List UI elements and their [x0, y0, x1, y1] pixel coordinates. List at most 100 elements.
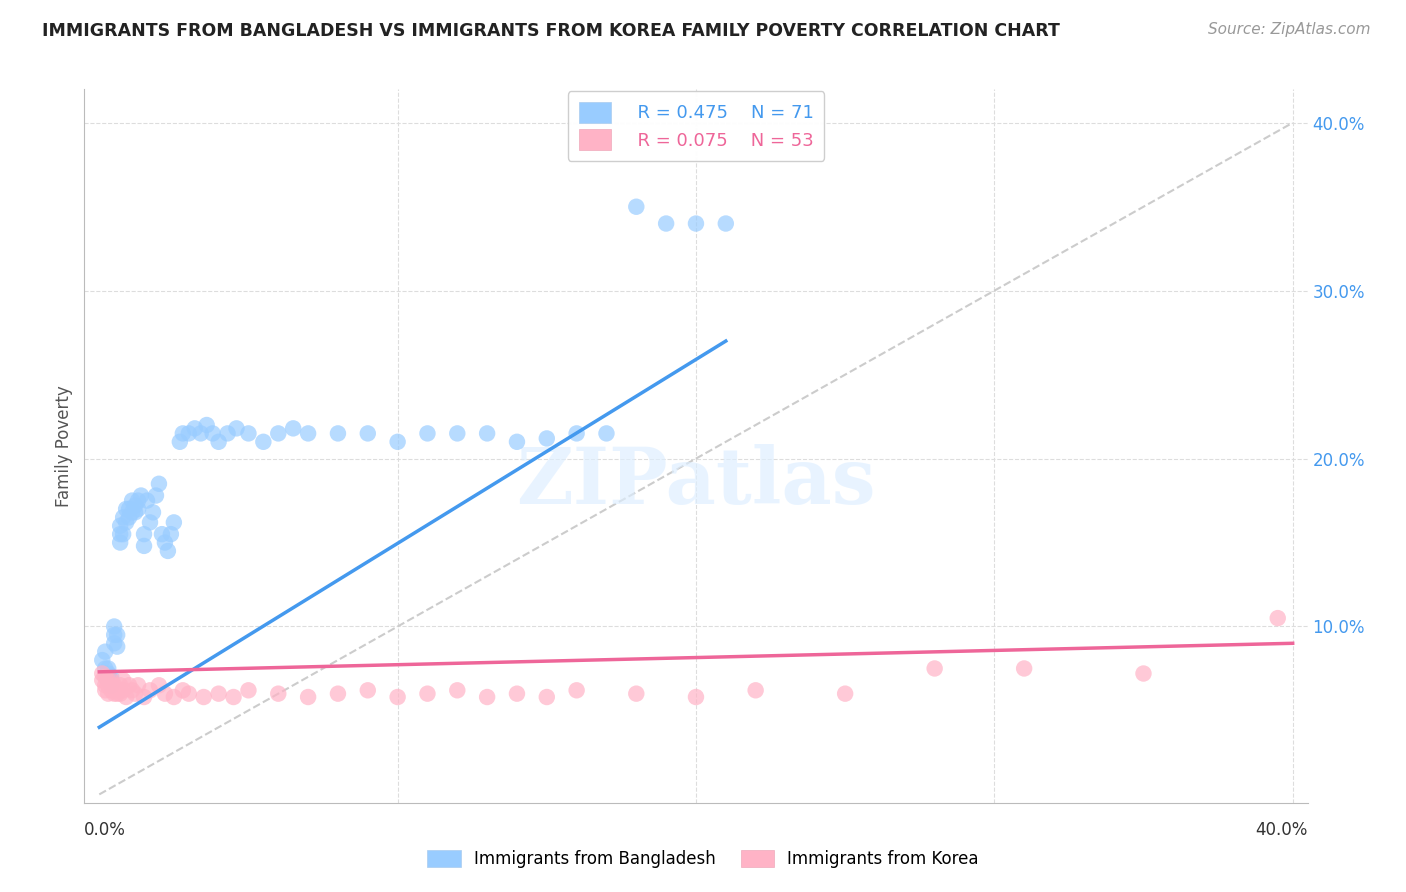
- Point: [139, 516, 162, 530]
- Point: [1132, 666, 1154, 681]
- Point: [127, 502, 149, 516]
- Point: [127, 678, 149, 692]
- Text: 40.0%: 40.0%: [1256, 821, 1308, 838]
- Point: [148, 678, 170, 692]
- Point: [195, 417, 218, 432]
- Point: [124, 505, 146, 519]
- Point: [416, 687, 439, 701]
- Point: [193, 690, 215, 704]
- Point: [118, 510, 141, 524]
- Point: [536, 690, 558, 704]
- Point: [100, 673, 122, 688]
- Point: [536, 432, 558, 446]
- Point: [153, 687, 176, 701]
- Point: [163, 516, 186, 530]
- Point: [145, 489, 167, 503]
- Point: [132, 690, 155, 704]
- Point: [129, 489, 152, 503]
- Point: [172, 426, 194, 441]
- Point: [744, 683, 766, 698]
- Point: [103, 628, 125, 642]
- Point: [217, 426, 239, 441]
- Point: [169, 434, 191, 449]
- Text: ZIPatlas: ZIPatlas: [516, 443, 876, 520]
- Point: [283, 421, 305, 435]
- Point: [201, 426, 224, 441]
- Point: [297, 690, 319, 704]
- Point: [105, 683, 128, 698]
- Point: [207, 434, 229, 449]
- Point: [108, 535, 131, 549]
- Point: [238, 683, 260, 698]
- Point: [1012, 661, 1035, 675]
- Point: [446, 683, 468, 698]
- Point: [475, 426, 498, 441]
- Point: [416, 426, 439, 441]
- Point: [124, 499, 146, 513]
- Point: [387, 434, 409, 449]
- Point: [139, 683, 162, 698]
- Point: [100, 670, 122, 684]
- Point: [97, 661, 120, 675]
- Point: [91, 653, 114, 667]
- Point: [207, 687, 229, 701]
- Point: [97, 673, 120, 688]
- Legend: Immigrants from Bangladesh, Immigrants from Korea: Immigrants from Bangladesh, Immigrants f…: [420, 843, 986, 875]
- Point: [94, 645, 117, 659]
- Point: [97, 673, 120, 688]
- Point: [94, 683, 117, 698]
- Point: [177, 687, 200, 701]
- Point: [121, 683, 143, 698]
- Point: [190, 426, 212, 441]
- Point: [834, 687, 856, 701]
- Point: [94, 670, 117, 684]
- Point: [105, 687, 128, 701]
- Point: [142, 505, 165, 519]
- Point: [103, 687, 125, 701]
- Point: [108, 687, 131, 701]
- Point: [595, 426, 617, 441]
- Point: [626, 687, 648, 701]
- Point: [103, 619, 125, 633]
- Point: [387, 690, 409, 704]
- Point: [100, 678, 122, 692]
- Point: [150, 527, 173, 541]
- Point: [326, 687, 349, 701]
- Point: [184, 421, 207, 435]
- Point: [238, 426, 260, 441]
- Point: [108, 518, 131, 533]
- Point: [267, 426, 290, 441]
- Point: [121, 493, 143, 508]
- Point: [94, 661, 117, 675]
- Point: [103, 678, 125, 692]
- Point: [103, 636, 125, 650]
- Point: [132, 527, 155, 541]
- Point: [655, 217, 678, 231]
- Point: [685, 690, 707, 704]
- Point: [160, 527, 183, 541]
- Point: [136, 493, 159, 508]
- Point: [225, 421, 247, 435]
- Point: [132, 539, 155, 553]
- Point: [118, 678, 141, 692]
- Point: [156, 544, 179, 558]
- Point: [112, 673, 135, 688]
- Point: [105, 640, 128, 654]
- Point: [267, 687, 290, 701]
- Point: [112, 527, 135, 541]
- Y-axis label: Family Poverty: Family Poverty: [55, 385, 73, 507]
- Point: [118, 502, 141, 516]
- Point: [565, 683, 588, 698]
- Point: [127, 493, 149, 508]
- Point: [124, 687, 146, 701]
- Point: [714, 217, 737, 231]
- Point: [153, 535, 176, 549]
- Point: [91, 673, 114, 688]
- Point: [506, 687, 529, 701]
- Point: [357, 683, 380, 698]
- Point: [222, 690, 245, 704]
- Point: [446, 426, 468, 441]
- Point: [1267, 611, 1289, 625]
- Point: [115, 502, 138, 516]
- Point: [97, 687, 120, 701]
